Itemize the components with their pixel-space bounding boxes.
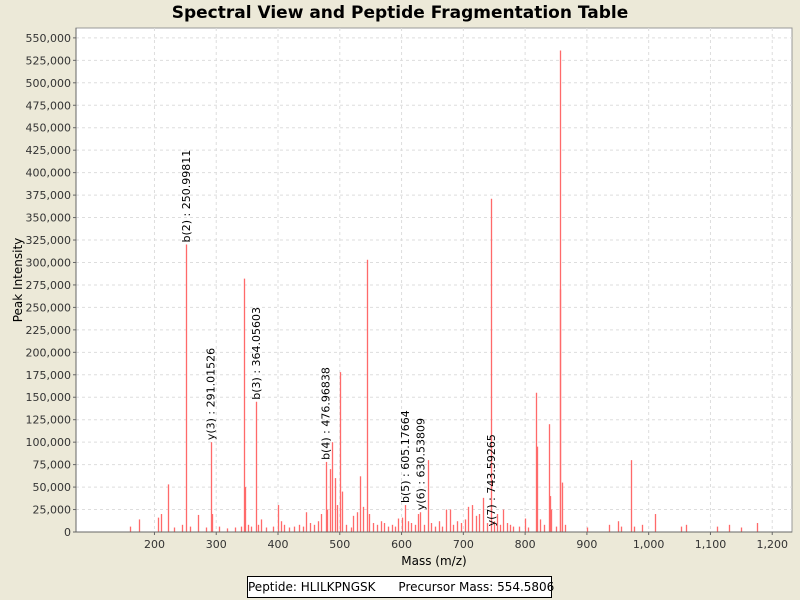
peptide-label: Peptide: [248, 580, 297, 594]
peak-annotation: y(6) : 630.53809 [414, 418, 427, 510]
x-tick-label: 200 [144, 538, 165, 551]
y-tick-label: 50,000 [33, 481, 72, 494]
peak-annotation: y(7) : 743.59265 [485, 434, 498, 526]
x-tick-label: 400 [268, 538, 289, 551]
y-tick-label: 500,000 [26, 77, 72, 90]
y-tick-label: 350,000 [26, 212, 72, 225]
chart-title: Spectral View and Peptide Fragmentation … [171, 3, 629, 23]
y-tick-label: 75,000 [33, 459, 72, 472]
y-axis: 0 25,000 50,000 75,000 100,000 125,000 150,000… [26, 28, 77, 539]
y-tick-label: 450,000 [26, 122, 72, 135]
y-tick-label: 300,000 [26, 256, 72, 269]
peak-annotation: b(3) : 364.05603 [250, 307, 263, 400]
peptide-info-box: Peptide: HLILKPNGSK Precursor Mass: 554.… [247, 576, 555, 598]
x-axis-label: Mass (m/z) [401, 554, 466, 568]
peak-annotation: b(5) : 605.17664 [399, 410, 412, 503]
x-tick-label: 700 [453, 538, 474, 551]
y-tick-label: 0 [64, 526, 71, 539]
y-tick-label: 325,000 [26, 234, 72, 247]
precursor-mass-label: Precursor Mass: [398, 580, 494, 594]
peak-bars [129, 50, 759, 532]
y-tick-label: 200,000 [26, 346, 72, 359]
y-tick-label: 375,000 [26, 189, 72, 202]
grid-lines [76, 28, 792, 532]
y-tick-label: 525,000 [26, 54, 72, 67]
x-tick-label: 300 [206, 538, 227, 551]
peak-annotation: y(3) : 291.01526 [205, 348, 218, 440]
y-tick-label: 400,000 [26, 167, 72, 180]
peptide-sequence: HLILKPNGSK [300, 580, 376, 594]
x-tick-label: 500 [329, 538, 350, 551]
y-tick-label: 425,000 [26, 144, 72, 157]
precursor-mass-value: 554.5806 [497, 580, 555, 594]
peak-annotations: b(2) : 250.99811 y(3) : 291.01526 b(3) : 3… [180, 150, 498, 527]
x-tick-label: 900 [576, 538, 597, 551]
x-tick-label: 800 [515, 538, 536, 551]
plot-area[interactable] [75, 27, 793, 533]
y-tick-label: 475,000 [26, 99, 72, 112]
peak-annotation: b(2) : 250.99811 [180, 150, 193, 243]
x-tick-label: 600 [391, 538, 412, 551]
y-tick-label: 275,000 [26, 279, 72, 292]
y-tick-label: 225,000 [26, 324, 72, 337]
y-tick-label: 550,000 [26, 32, 72, 45]
y-tick-label: 100,000 [26, 436, 72, 449]
peak-annotation: b(4) : 476.96838 [320, 367, 333, 460]
y-tick-label: 250,000 [26, 301, 72, 314]
x-axis: 200 300 400 500 600 700 800 900 1,000 1,100 1,200 [76, 531, 792, 551]
x-tick-label: 1,000 [633, 538, 665, 551]
x-tick-label: 1,100 [695, 538, 727, 551]
y-tick-label: 175,000 [26, 369, 72, 382]
y-tick-label: 125,000 [26, 414, 72, 427]
y-axis-label: Peak Intensity [11, 238, 25, 323]
y-tick-label: 150,000 [26, 391, 72, 404]
x-tick-label: 1,200 [756, 538, 788, 551]
y-tick-label: 25,000 [33, 504, 72, 517]
